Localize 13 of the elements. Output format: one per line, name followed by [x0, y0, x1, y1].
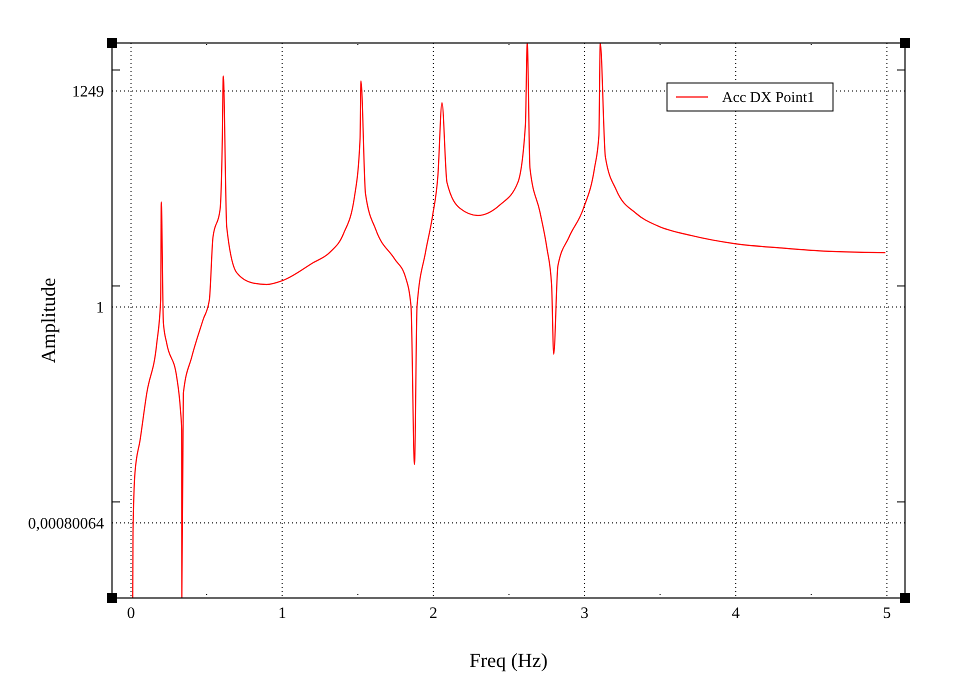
x-tick-label: 4	[732, 605, 740, 622]
x-axis-title: Freq (Hz)	[469, 650, 548, 672]
x-tick-label: 3	[580, 605, 589, 622]
x-tick-label: 2	[429, 605, 438, 622]
x-tick-label: 0	[127, 605, 136, 622]
y-axis-title: Amplitude	[38, 278, 60, 364]
line-series	[132, 43, 886, 598]
y-tick-label: 1	[96, 300, 104, 317]
legend-label: Acc DX Point1	[722, 90, 814, 106]
x-tick-label: 1	[278, 605, 286, 622]
y-tick-label: 1249	[72, 84, 104, 101]
y-tick-label: 0,00080064	[28, 515, 104, 532]
x-tick-label: 5	[882, 605, 891, 622]
